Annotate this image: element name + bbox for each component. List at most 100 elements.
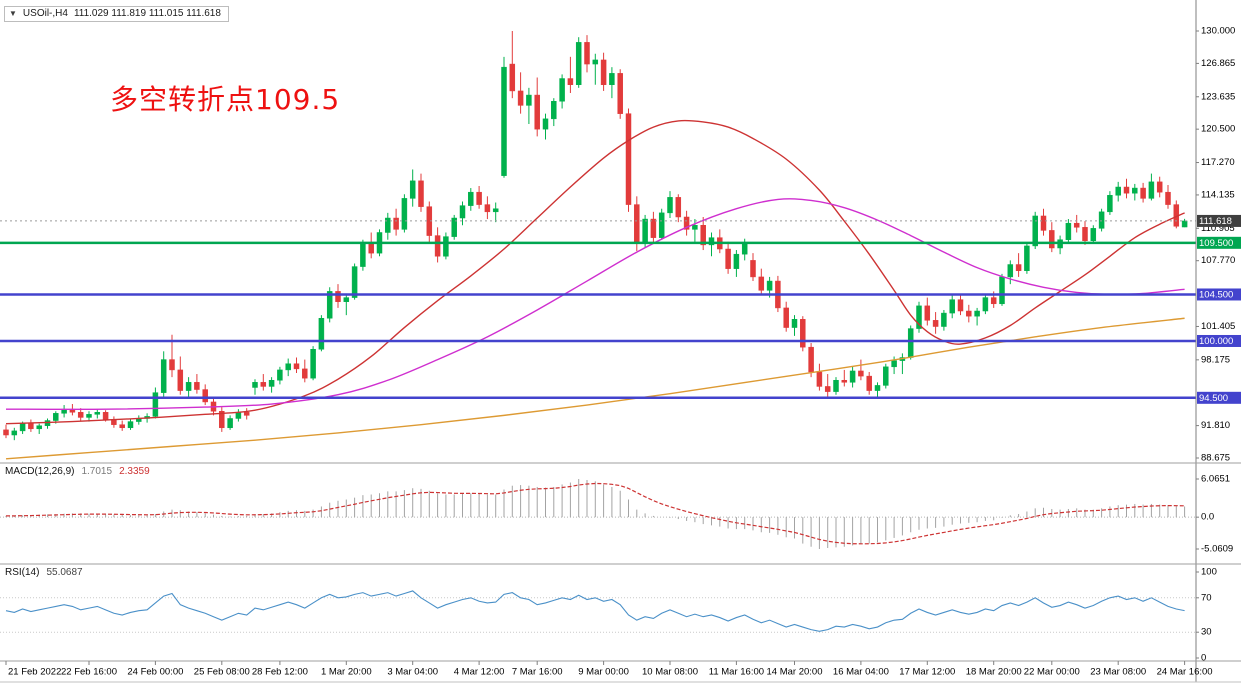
time-label: 17 Mar 12:00 — [899, 667, 955, 678]
macd-indicator-label: MACD(12,26,9) 1.7015 2.3359 — [5, 466, 150, 477]
candle-body — [36, 425, 42, 430]
candle-body — [990, 297, 997, 305]
candle-body — [343, 297, 350, 302]
candle-body — [517, 90, 524, 106]
candle-body — [816, 371, 823, 387]
candle-body — [509, 63, 516, 92]
candle-body — [733, 253, 740, 269]
candle-body — [53, 413, 59, 421]
ma-line-slow-orange — [5, 317, 1185, 460]
rsi-axis-label: 70 — [1201, 592, 1212, 603]
candle-body — [534, 94, 540, 130]
candle-body — [957, 299, 964, 312]
candle-body — [326, 291, 333, 319]
candle-body — [1065, 222, 1072, 240]
candle-body — [559, 78, 565, 102]
candle-body — [177, 369, 184, 391]
candle-body — [492, 208, 499, 213]
candle-body — [476, 191, 482, 205]
candle-body — [708, 237, 715, 246]
candle-body — [285, 363, 291, 371]
candle-body — [277, 369, 283, 381]
price-tick-label: 110.905 — [1201, 223, 1235, 234]
candle-body — [891, 360, 897, 368]
macd-axis-label: 0.0 — [1201, 512, 1214, 523]
candle-body — [609, 73, 615, 85]
candle-body — [692, 225, 698, 230]
candle-body — [741, 242, 748, 255]
candle-body — [434, 235, 441, 257]
candle-body — [625, 113, 632, 205]
time-label: 23 Mar 08:00 — [1090, 667, 1146, 678]
candle-body — [617, 73, 623, 114]
bid-price-label: 111.618 — [1199, 216, 1232, 227]
price-tick-label: 88.675 — [1201, 453, 1230, 464]
candle-body — [966, 310, 972, 317]
candle-body — [824, 386, 831, 392]
macd-signal-line — [5, 482, 1185, 545]
time-label: 9 Mar 00:00 — [578, 667, 629, 678]
candle-body — [385, 217, 391, 233]
chart-annotation-text[interactable]: 多空转折点109.5 — [110, 83, 341, 116]
time-label: 16 Mar 04:00 — [833, 667, 889, 678]
time-label: 10 Mar 08:00 — [642, 667, 698, 678]
candle-body — [235, 412, 242, 419]
candle-body — [575, 42, 582, 85]
candle-body — [194, 382, 200, 390]
candle-body — [459, 205, 466, 219]
candle-body — [1024, 245, 1030, 271]
candle-body — [202, 389, 208, 403]
candle-body — [766, 280, 773, 291]
candle-body — [725, 248, 731, 269]
candle-body — [949, 299, 955, 314]
candle-body — [526, 94, 532, 106]
time-label: 21 Feb 2022 — [8, 667, 61, 678]
candle-body — [584, 42, 590, 65]
candle-body — [28, 423, 34, 430]
candle-body — [393, 217, 399, 230]
time-label: 22 Mar 00:00 — [1024, 667, 1080, 678]
bid-price-box — [1197, 214, 1241, 227]
candle-body — [86, 414, 92, 418]
time-label: 4 Mar 12:00 — [454, 667, 505, 678]
collapse-arrow-icon[interactable]: ▼ — [9, 8, 17, 18]
candle-body — [841, 379, 848, 383]
candle-body — [1073, 222, 1080, 228]
candle-body — [866, 375, 872, 391]
candle-body — [592, 59, 599, 65]
rsi-indicator-label: RSI(14) 55.0687 — [5, 567, 83, 578]
candle-body — [1098, 211, 1105, 229]
candle-body — [658, 212, 665, 238]
candle-body — [468, 191, 474, 206]
candle-body — [119, 424, 125, 429]
candle-body — [800, 319, 806, 348]
candle-body — [302, 368, 308, 379]
candle-body — [127, 421, 134, 429]
candle-body — [185, 382, 192, 391]
candle-body — [874, 385, 881, 391]
price-tick-label: 91.810 — [1201, 420, 1230, 431]
time-label: 25 Feb 08:00 — [194, 667, 250, 678]
candle-body — [401, 198, 408, 230]
candle-body — [1007, 264, 1014, 278]
level-label: 104.500 — [1199, 290, 1233, 301]
rsi-line — [5, 590, 1185, 632]
macd-signal-value: 2.3359 — [119, 466, 150, 477]
rsi-axis-label: 0 — [1201, 653, 1206, 664]
time-label: 24 Mar 16:00 — [1157, 667, 1213, 678]
level-box — [1197, 288, 1241, 301]
candle-body — [1123, 186, 1130, 194]
candle-body — [783, 307, 789, 328]
time-label: 28 Feb 12:00 — [252, 667, 308, 678]
candle-body — [1156, 181, 1163, 193]
candle-body — [293, 363, 300, 370]
price-tick-label: 120.500 — [1201, 124, 1235, 135]
candle-body — [443, 236, 449, 257]
level-box — [1197, 236, 1241, 249]
candle-body — [833, 379, 839, 392]
candle-body — [318, 317, 325, 350]
price-tick-label: 117.270 — [1201, 157, 1235, 168]
level-label: 109.500 — [1199, 238, 1233, 249]
candle-body — [169, 359, 175, 371]
